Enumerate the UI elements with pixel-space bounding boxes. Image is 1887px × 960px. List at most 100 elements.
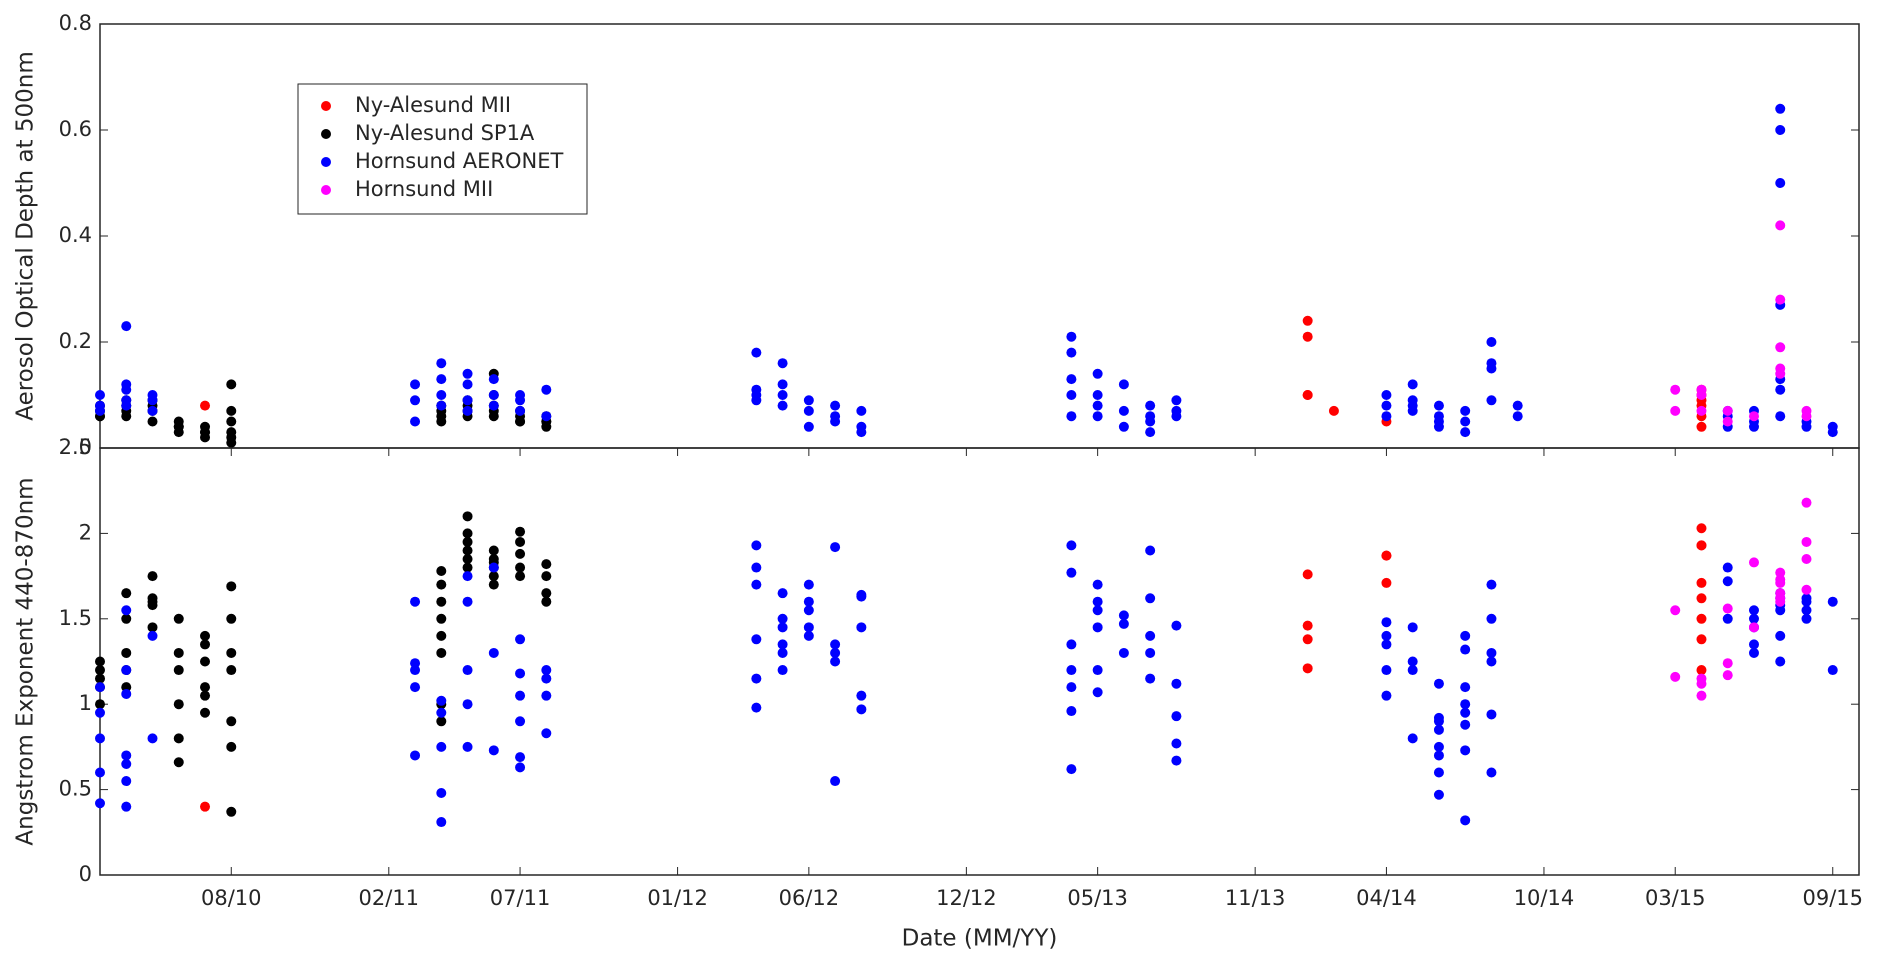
data-point [803,630,814,641]
data-point [1066,411,1077,422]
data-point [856,690,867,701]
data-point [488,745,499,756]
data-point [1722,658,1733,669]
data-point [1407,379,1418,390]
data-point [226,427,237,438]
data-point [200,432,211,443]
data-point [436,707,447,718]
y-axis-label: Aerosol Optical Depth at 500nm [13,51,39,420]
legend-box [297,83,588,215]
data-point [1722,416,1733,427]
data-point [410,750,421,761]
legend-label: Hornsund AERONET [355,149,564,173]
data-point [515,548,526,559]
data-point [1407,656,1418,667]
data-point [777,358,788,369]
data-point [1118,618,1129,629]
legend-marker [321,185,331,195]
data-point [462,741,473,752]
data-point [173,665,184,676]
data-point [830,776,841,787]
data-point [1118,647,1129,658]
y-tick-label: 1.5 [59,606,92,630]
data-point [1486,613,1497,624]
data-point [1092,579,1103,590]
data-point [1460,644,1471,655]
data-point [856,405,867,416]
y-tick-label: 2.5 [59,435,92,459]
data-point [1381,690,1392,701]
data-point [410,682,421,693]
data-point [462,699,473,710]
plot-frame [99,447,1860,876]
data-point [1801,584,1812,595]
y-tick-label: 1 [79,691,92,715]
data-point [830,400,841,411]
data-point [541,588,552,599]
data-point [1118,421,1129,432]
data-point [1066,347,1077,358]
data-point [95,682,105,693]
data-point [200,400,211,411]
data-point [1066,390,1077,400]
data-point [121,688,132,699]
data-point [830,647,841,658]
data-point [1722,670,1733,681]
data-point [1696,593,1707,604]
data-point [1670,671,1681,682]
data-point [1066,331,1077,342]
data-point [1801,411,1812,422]
data-point [1460,405,1471,416]
data-point [777,639,788,650]
data-point [1460,745,1471,756]
data-point [1827,665,1838,676]
y-tick-label: 0.6 [59,117,92,141]
data-point [226,581,237,592]
data-point [1460,427,1471,438]
x-tick-label: 03/15 [1645,886,1706,910]
data-point [856,427,867,438]
data-point [1407,400,1418,411]
data-point [830,656,841,667]
data-point [95,665,105,676]
data-point [1827,427,1838,438]
data-point [95,733,105,744]
data-point [436,565,447,576]
data-point [436,374,447,385]
x-tick-label: 05/13 [1067,886,1128,910]
data-point [147,593,158,604]
data-point [1433,400,1444,411]
data-point [1696,577,1707,588]
y-tick-label: 0.2 [59,329,92,353]
data-point [1670,605,1681,616]
legend: Ny-Alesund MII Ny-Alesund SP1A Hornsund AE… [297,83,588,215]
y-tick-label: 0.4 [59,223,92,247]
data-point [1486,767,1497,778]
data-point [226,405,237,416]
data-point [200,707,211,718]
data-point [1433,416,1444,427]
data-point [751,347,762,358]
data-point [1670,384,1681,395]
data-point [121,400,132,411]
data-point [1696,421,1707,432]
data-point [436,716,447,727]
data-point [1801,554,1812,565]
data-point [226,416,237,427]
data-point [1696,634,1707,645]
data-point [1775,411,1786,422]
data-point [1171,738,1182,749]
data-point [1748,557,1759,568]
data-point [1801,605,1812,616]
data-point [226,716,237,727]
data-point [1066,374,1077,385]
data-point [830,639,841,650]
data-point [436,358,447,369]
data-point [1145,411,1156,422]
data-point [147,733,158,744]
data-point [1145,630,1156,641]
data-point [95,699,105,710]
data-point [488,647,499,658]
data-point [1433,724,1444,735]
data-point [226,379,237,390]
